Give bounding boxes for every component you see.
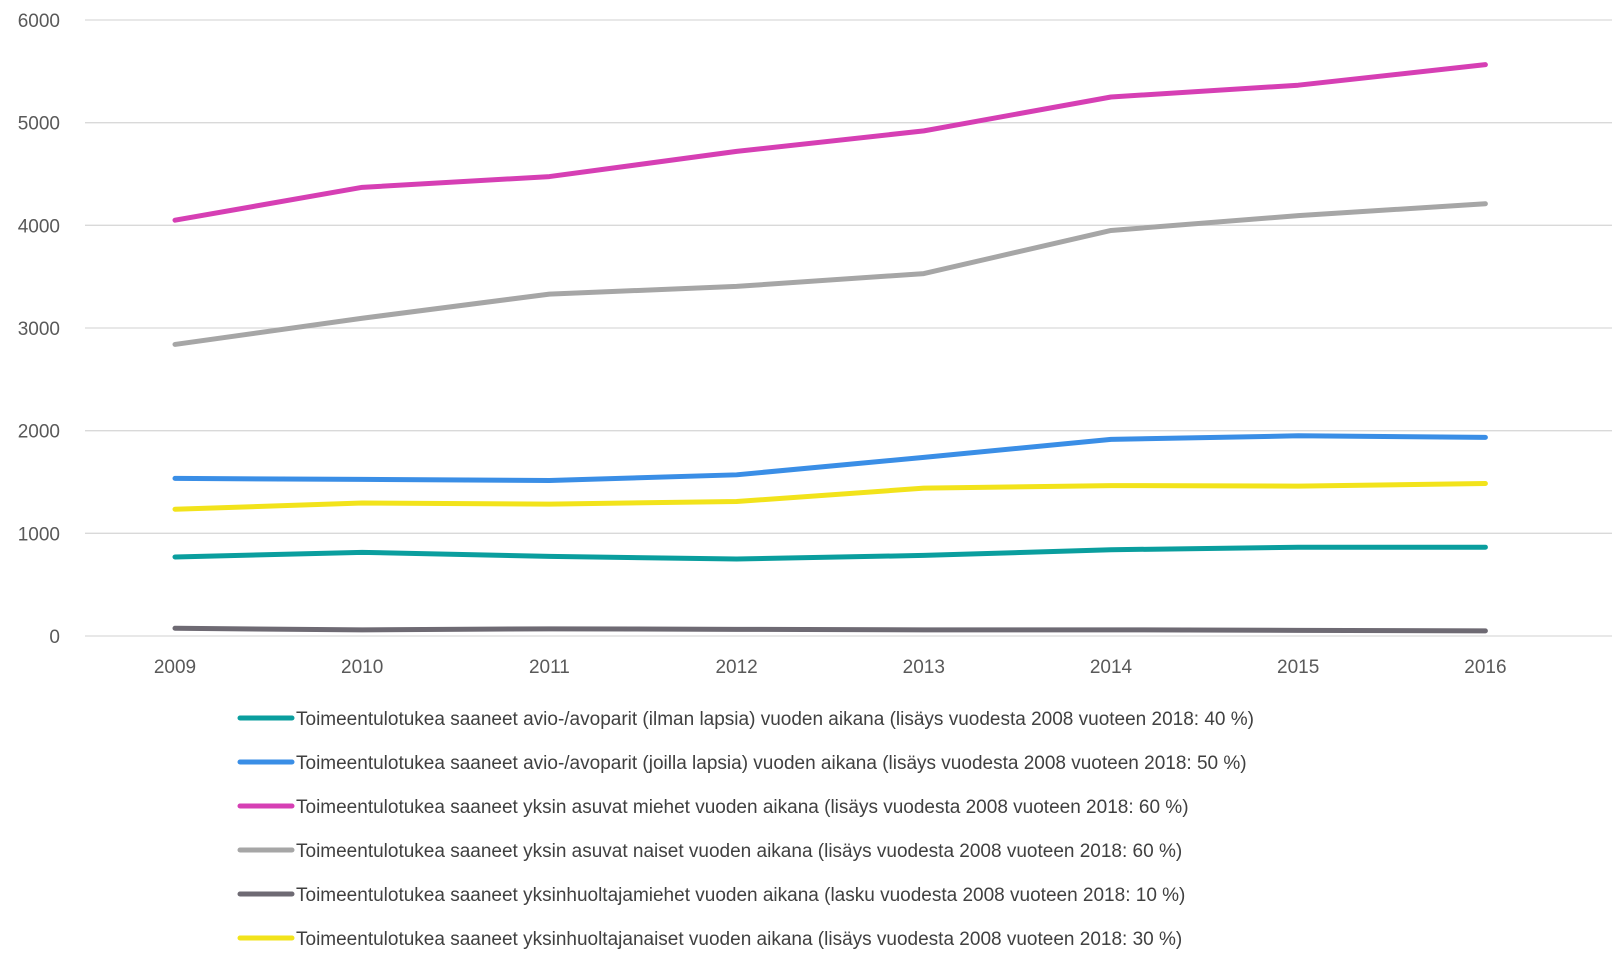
series-line-6 xyxy=(172,481,1488,512)
series-line-4 xyxy=(172,201,1488,347)
y-axis-ticks: 0 1000 2000 3000 4000 5000 6000 xyxy=(18,11,60,648)
legend-label: Toimeentulotukea saaneet yksinhuoltajana… xyxy=(296,929,1182,950)
legend-entry: Toimeentulotukea saaneet yksin asuvat mi… xyxy=(237,797,1189,818)
legend-label: Toimeentulotukea saaneet avio-/avoparit … xyxy=(296,753,1247,774)
y-tick-label: 6000 xyxy=(18,11,60,32)
legend: Toimeentulotukea saaneet avio-/avoparit … xyxy=(237,709,1254,950)
x-axis-ticks: 2009 2010 2011 2012 2013 2014 2015 2016 xyxy=(154,657,1507,678)
legend-label: Toimeentulotukea saaneet yksin asuvat mi… xyxy=(296,797,1189,818)
legend-label: Toimeentulotukea saaneet avio-/avoparit … xyxy=(296,709,1254,730)
legend-entry: Toimeentulotukea saaneet yksinhuoltajana… xyxy=(237,929,1182,950)
legend-entry: Toimeentulotukea saaneet avio-/avoparit … xyxy=(237,753,1247,774)
series-line-2 xyxy=(172,433,1488,483)
x-tick-label: 2013 xyxy=(903,657,945,678)
legend-entry: Toimeentulotukea saaneet avio-/avoparit … xyxy=(237,709,1254,730)
x-tick-label: 2014 xyxy=(1090,657,1133,678)
legend-entry: Toimeentulotukea saaneet yksin asuvat na… xyxy=(237,841,1182,862)
y-tick-label: 4000 xyxy=(18,216,60,237)
series-lines xyxy=(172,62,1488,634)
x-tick-label: 2010 xyxy=(341,657,383,678)
y-tick-label: 2000 xyxy=(18,422,60,443)
legend-label: Toimeentulotukea saaneet yksinhuoltajami… xyxy=(296,885,1185,906)
x-tick-label: 2016 xyxy=(1464,657,1506,678)
y-tick-label: 5000 xyxy=(18,114,60,135)
x-tick-label: 2009 xyxy=(154,657,196,678)
series-line-5 xyxy=(172,625,1488,634)
x-tick-label: 2011 xyxy=(529,657,570,678)
x-tick-label: 2015 xyxy=(1277,657,1319,678)
y-tick-label: 3000 xyxy=(18,319,60,340)
series-line-1 xyxy=(172,544,1488,562)
y-tick-label: 1000 xyxy=(18,524,60,545)
x-tick-label: 2012 xyxy=(715,657,757,678)
series-line-3 xyxy=(172,62,1488,223)
legend-entry: Toimeentulotukea saaneet yksinhuoltajami… xyxy=(237,885,1185,906)
y-tick-label: 0 xyxy=(49,627,60,648)
legend-label: Toimeentulotukea saaneet yksin asuvat na… xyxy=(296,841,1182,862)
gridlines xyxy=(85,19,1612,637)
